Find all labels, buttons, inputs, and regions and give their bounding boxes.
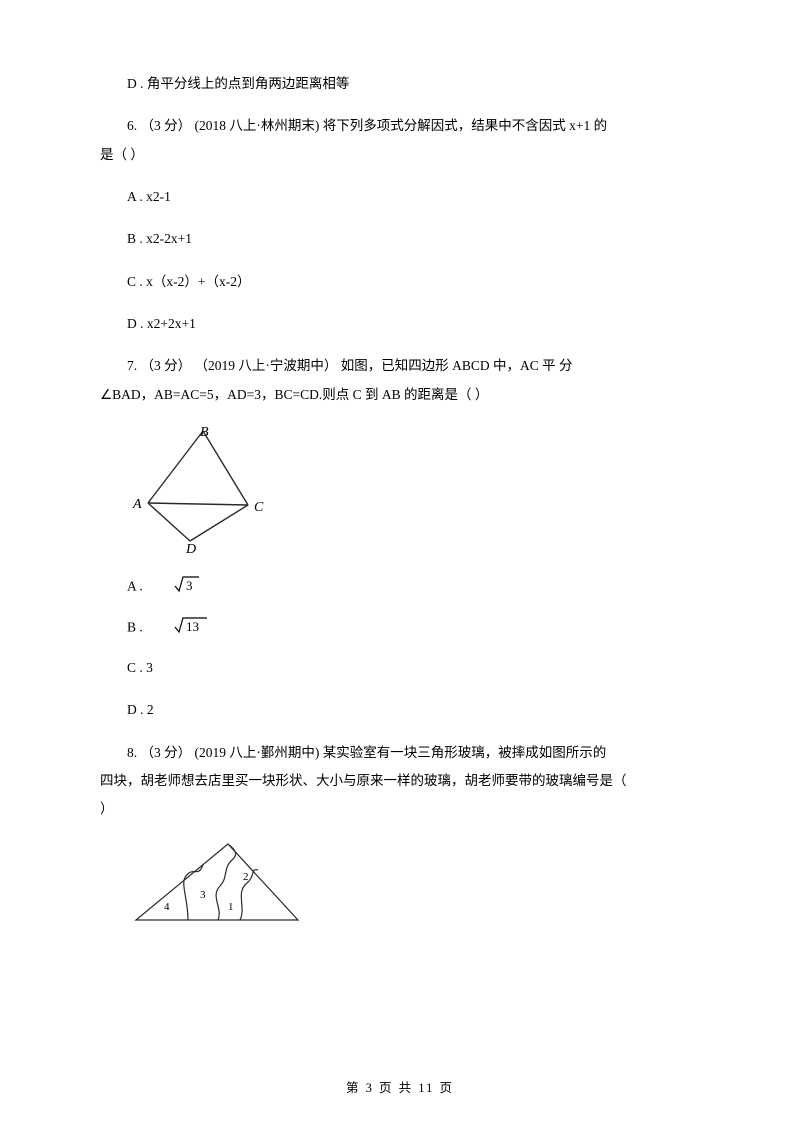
label-B: B bbox=[200, 425, 209, 440]
label-D: D bbox=[185, 542, 196, 553]
q6-option-b: B . x2-2x+1 bbox=[100, 225, 700, 253]
q7-option-b-prefix: B . bbox=[127, 620, 146, 635]
label-C: C bbox=[254, 500, 264, 515]
label-A: A bbox=[132, 497, 142, 512]
q7-option-d: D . 2 bbox=[100, 696, 700, 724]
q7-stem-line1: 7. （3 分） （2019 八上·宁波期中） 如图，已知四边形 ABCD 中，… bbox=[100, 352, 700, 380]
piece-2-label: 2 bbox=[243, 871, 249, 883]
piece-3-label: 3 bbox=[200, 889, 206, 901]
sqrt-3-icon: 3 bbox=[146, 572, 201, 603]
kite-quadrilateral-svg: A B C D bbox=[128, 423, 278, 553]
q6-option-a: A . x2-1 bbox=[100, 183, 700, 211]
page-footer: 第 3 页 共 11 页 bbox=[0, 1077, 800, 1096]
q7-figure: A B C D bbox=[128, 423, 700, 558]
q7-option-a: A . 3 bbox=[100, 572, 700, 603]
option-d-previous-question: D . 角平分线上的点到角两边距离相等 bbox=[100, 70, 700, 98]
q8-stem-line3: ） bbox=[100, 795, 700, 823]
q6-stem-line2: 是（ ） bbox=[100, 141, 700, 169]
broken-triangle-svg: 1 2 3 4 bbox=[128, 838, 308, 928]
q6-stem-line1: 6. （3 分） (2018 八上·林州期末) 将下列多项式分解因式，结果中不含… bbox=[100, 112, 700, 140]
q7-option-a-prefix: A . bbox=[127, 579, 146, 594]
q6-option-c: C . x（x-2）+（x-2） bbox=[100, 268, 700, 296]
q8-figure: 1 2 3 4 bbox=[128, 838, 700, 933]
piece-4-label: 4 bbox=[164, 901, 170, 913]
q8-stem-line2: 四块，胡老师想去店里买一块形状、大小与原来一样的玻璃，胡老师要带的玻璃编号是（ bbox=[100, 767, 700, 795]
q6-option-d: D . x2+2x+1 bbox=[100, 310, 700, 338]
q7-option-b: B . 13 bbox=[100, 613, 700, 644]
q8-stem-line1: 8. （3 分） (2019 八上·鄞州期中) 某实验室有一块三角形玻璃，被摔成… bbox=[100, 739, 700, 767]
svg-text:13: 13 bbox=[186, 619, 199, 634]
q7-stem-line2: ∠BAD，AB=AC=5，AD=3，BC=CD.则点 C 到 AB 的距离是（ … bbox=[100, 381, 700, 409]
page-root: D . 角平分线上的点到角两边距离相等 6. （3 分） (2018 八上·林州… bbox=[0, 0, 800, 1132]
q7-option-c: C . 3 bbox=[100, 654, 700, 682]
svg-text:3: 3 bbox=[186, 578, 193, 593]
sqrt-13-icon: 13 bbox=[146, 613, 209, 644]
piece-1-label: 1 bbox=[228, 901, 234, 913]
